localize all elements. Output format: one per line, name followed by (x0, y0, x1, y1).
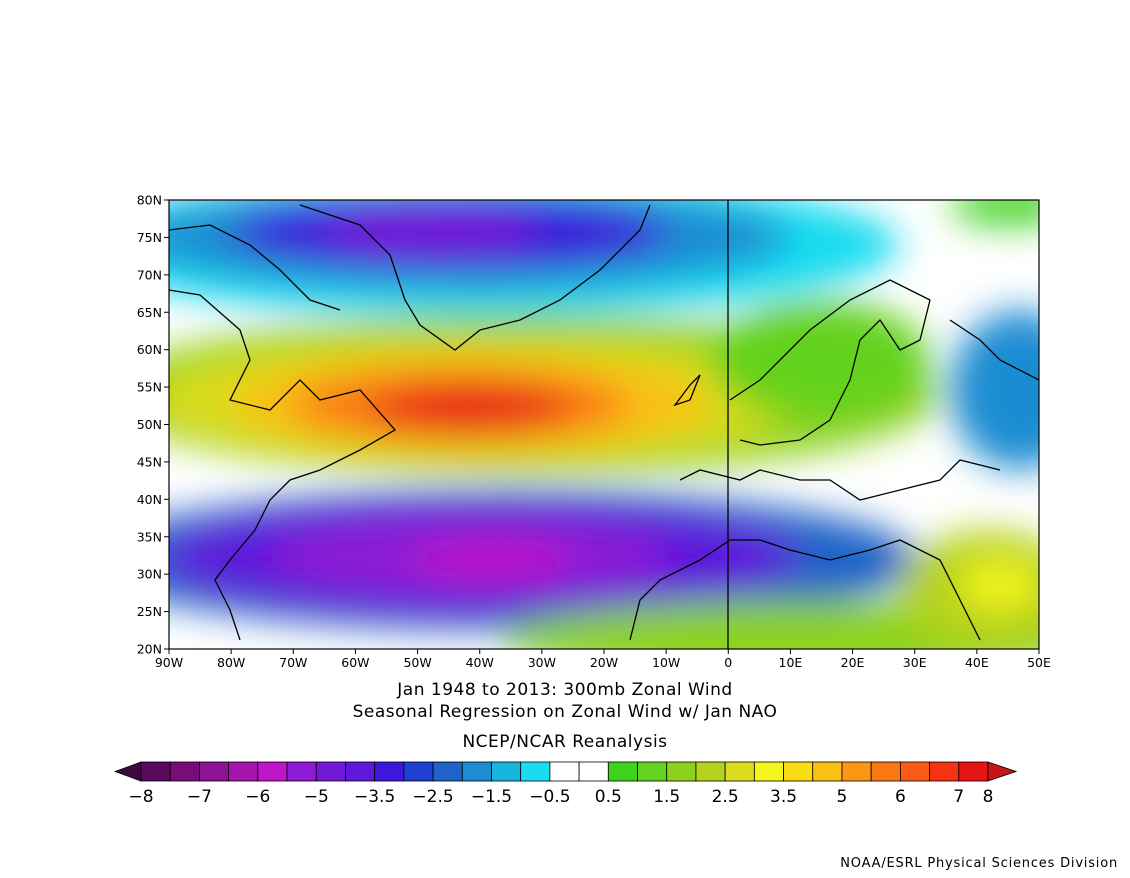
latitude-axis: 80N 75N 70N 65N 60N 55N 50N 45N 40N 35N 30N 25N 20N (137, 193, 169, 657)
colorbar-label: −3.5 (354, 787, 395, 807)
colorbar-swatch (958, 761, 989, 782)
lat-label: 75N (137, 230, 162, 245)
lon-label: 20E (841, 655, 865, 670)
lon-label: 50W (403, 655, 431, 670)
colorbar-label: 2.5 (712, 787, 739, 807)
colorbar-swatch (899, 761, 930, 782)
longitude-axis: 90W 80W 70W 60W 50W 40W 30W 20W 10W 0 10E 20E 30E 40E… (155, 649, 1051, 670)
coastlines (169, 204, 1039, 641)
lon-label: 30W (528, 655, 556, 670)
colorbar-swatch (841, 761, 872, 782)
lat-label: 40N (137, 492, 162, 507)
colorbar-swatch (666, 761, 697, 782)
lat-label: 65N (137, 305, 162, 320)
colorbar-label: −1.5 (471, 787, 512, 807)
lon-label: 10E (779, 655, 803, 670)
colorbar-label: −8 (128, 787, 153, 807)
colorbar-swatch (432, 761, 463, 782)
title-line-1: Jan 1948 to 2013: 300mb Zonal Wind (397, 680, 733, 700)
lon-label: 90W (155, 655, 183, 670)
lon-label: 60W (341, 655, 369, 670)
colorbar-swatch (199, 761, 230, 782)
lon-label: 20W (590, 655, 618, 670)
colorbar-label: 7 (953, 787, 964, 807)
lat-label: 35N (137, 529, 162, 544)
colorbar-label: 8 (983, 787, 994, 807)
colorbar-swatch (724, 761, 755, 782)
colorbar-swatch (461, 761, 492, 782)
colorbar-swatch (812, 761, 843, 782)
lon-label: 70W (279, 655, 307, 670)
colorbar-swatch (374, 761, 405, 782)
colorbar-swatch (753, 761, 784, 782)
lon-label: 0 (724, 655, 732, 670)
lat-label: 80N (137, 193, 162, 208)
contour-field (169, 200, 1039, 649)
colorbar-label: −6 (245, 787, 270, 807)
colorbar-swatch (315, 761, 346, 782)
colorbar-swatch (695, 761, 726, 782)
colorbar-swatch (228, 761, 259, 782)
lat-label: 70N (137, 267, 162, 282)
colorbar-label: −0.5 (529, 787, 570, 807)
lon-label: 40W (466, 655, 494, 670)
colorbar-under-arrow (113, 761, 142, 782)
colorbar-swatch (286, 761, 317, 782)
colorbar-over-arrow (987, 761, 1018, 782)
lon-label: 30E (903, 655, 927, 670)
lon-label: 50E (1027, 655, 1051, 670)
colorbar-swatch (549, 761, 580, 782)
colorbar-label: −7 (187, 787, 212, 807)
lat-label: 25N (137, 604, 162, 619)
colorbar-swatch (783, 761, 814, 782)
colorbar-swatch (578, 761, 609, 782)
lat-label: 45N (137, 454, 162, 469)
credit-text: NOAA/ESRL Physical Sciences Division (840, 856, 1118, 871)
lat-label: 30N (137, 567, 162, 582)
lon-label: 40E (965, 655, 989, 670)
colorbar-label: −5 (304, 787, 329, 807)
colorbar-swatch (607, 761, 638, 782)
lat-label: 50N (137, 417, 162, 432)
colorbar-swatch (637, 761, 668, 782)
colorbar-swatch (929, 761, 960, 782)
title-line-3: NCEP/NCAR Reanalysis (462, 732, 668, 752)
colorbar-label: −2.5 (412, 787, 453, 807)
lat-label: 60N (137, 342, 162, 357)
colorbar-swatch (140, 761, 171, 782)
lat-label: 55N (137, 380, 162, 395)
colorbar-swatch (345, 761, 376, 782)
lat-label: 20N (137, 642, 162, 657)
colorbar-swatch (491, 761, 522, 782)
colorbar-swatch (520, 761, 551, 782)
colorbar-swatch (403, 761, 434, 782)
colorbar-swatch (169, 761, 200, 782)
colorbar-label: 5 (837, 787, 848, 807)
lon-label: 80W (217, 655, 245, 670)
colorbar-label: 1.5 (653, 787, 680, 807)
colorbar-label: 6 (895, 787, 906, 807)
colorbar-label: 3.5 (770, 787, 797, 807)
colorbar: −8 −7 −6 −5 −3.5 −2.5 −1.5 −0.5 0.5 1.5 2.5 3.5 5 6 7 8 (113, 761, 1018, 807)
colorbar-swatch (870, 761, 901, 782)
title-line-2: Seasonal Regression on Zonal Wind w/ Jan… (352, 702, 778, 722)
colorbar-label: 0.5 (595, 787, 622, 807)
colorbar-swatch (257, 761, 288, 782)
lon-label: 10W (652, 655, 680, 670)
